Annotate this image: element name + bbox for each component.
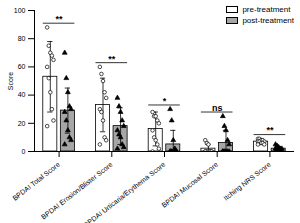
html-text:pre-treatment: pre-treatment [242, 5, 291, 14]
svg-text:BPDAI Erosion/Blister Score: BPDAI Erosion/Blister Score [39, 160, 114, 221]
svg-text:BPDAI Mucosal Score: BPDAI Mucosal Score [160, 161, 219, 209]
svg-text:80: 80 [18, 35, 26, 42]
svg-text:Itching NRS Score: Itching NRS Score [222, 161, 272, 203]
svg-text:*: * [163, 96, 167, 106]
svg-text:**: ** [108, 54, 116, 64]
html-text:post-treatment: post-treatment [242, 16, 294, 25]
svg-text:0: 0 [22, 148, 26, 155]
svg-text:ns: ns [212, 103, 223, 113]
svg-text:100: 100 [14, 7, 26, 14]
svg-text:**: ** [266, 125, 274, 135]
svg-text:20: 20 [18, 120, 26, 127]
svg-text:60: 60 [18, 63, 26, 70]
svg-text:BPDAI Urticaria/Erythema Score: BPDAI Urticaria/Erythema Score [82, 161, 167, 223]
svg-text:BPDAI Total Score: BPDAI Total Score [11, 161, 61, 202]
svg-text:Score: Score [7, 72, 14, 90]
svg-text:40: 40 [18, 91, 26, 98]
svg-text:**: ** [56, 14, 64, 24]
